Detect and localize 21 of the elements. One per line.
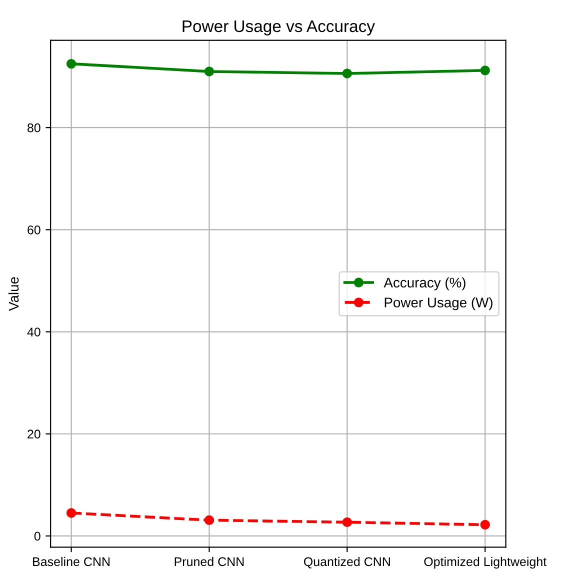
y-axis-title: Value <box>8 277 19 311</box>
x-tick-label: Pruned CNN <box>174 556 244 566</box>
point <box>342 517 352 528</box>
point <box>204 66 214 76</box>
point <box>480 520 490 530</box>
y-tick-label: 0 <box>34 532 40 541</box>
y-tick-label: 40 <box>27 328 40 336</box>
point <box>66 58 76 69</box>
x-tick-label: Optimized Lightweight <box>424 556 547 569</box>
point <box>480 66 490 76</box>
point <box>204 515 214 526</box>
point <box>66 508 76 518</box>
x-tick-label: Quantized CNN <box>304 556 390 568</box>
chart-title: Power Usage vs Accuracy <box>182 20 375 36</box>
y-tick-label: 60 <box>28 226 40 234</box>
legend-label: Accuracy (%) <box>384 277 466 290</box>
legend-label: Power Usage (W) <box>384 297 492 310</box>
y-tick-label: 20 <box>28 430 40 439</box>
y-tick-label: 80 <box>28 123 40 132</box>
point <box>342 68 352 78</box>
x-tick-label: Baseline CNN <box>33 556 110 566</box>
